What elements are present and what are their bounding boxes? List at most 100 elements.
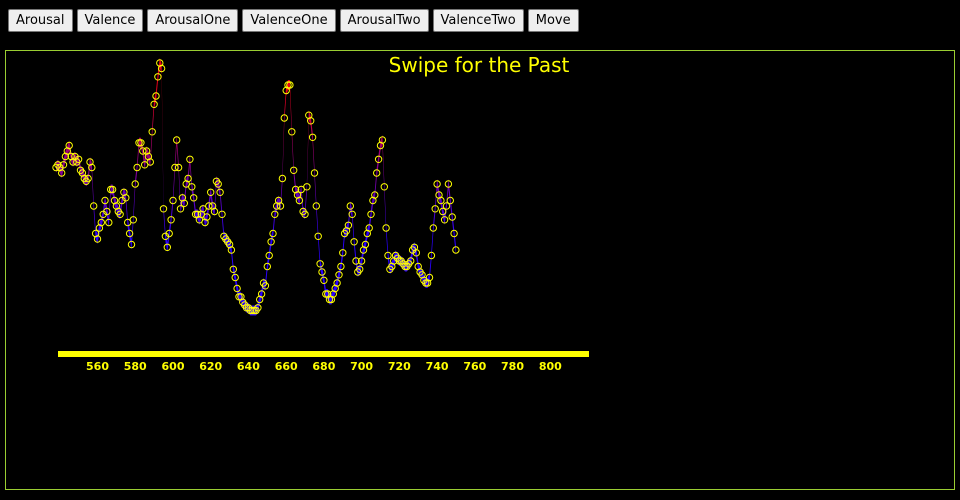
x-tick-label: 580 <box>124 360 147 373</box>
arousal-two-button[interactable]: ArousalTwo <box>339 9 429 32</box>
data-point <box>216 188 224 197</box>
data-point <box>290 166 298 175</box>
data-point <box>286 81 294 89</box>
data-point <box>139 147 147 155</box>
arousal-one-button[interactable]: ArousalOne <box>147 9 239 32</box>
chart-svg[interactable]: Swipe for the Past 560 580 600 620 640 660 680… <box>6 51 954 489</box>
data-point <box>59 161 68 169</box>
data-point <box>382 224 390 232</box>
data-point <box>437 196 445 205</box>
data-point <box>103 207 111 216</box>
data-point <box>231 273 239 282</box>
x-tick-label: 760 <box>463 360 486 373</box>
data-point <box>218 210 226 219</box>
data-point <box>135 139 143 147</box>
data-point <box>335 271 343 279</box>
data-point <box>373 169 381 177</box>
data-point <box>233 284 241 293</box>
data-point <box>84 174 92 183</box>
valence-button[interactable]: Valence <box>76 9 144 32</box>
data-point <box>265 251 273 260</box>
data-point <box>65 141 73 150</box>
data-point <box>278 174 287 183</box>
data-point <box>361 240 370 249</box>
valence-two-button[interactable]: ValenceTwo <box>432 9 524 32</box>
data-point <box>146 158 155 166</box>
data-point <box>229 265 238 274</box>
data-point <box>174 163 183 172</box>
x-tick-label: 620 <box>199 360 222 373</box>
data-point <box>152 92 160 100</box>
data-point <box>288 128 296 136</box>
data-point <box>105 218 113 227</box>
data-point <box>307 117 315 125</box>
arousal-button[interactable]: Arousal <box>8 9 73 32</box>
data-point <box>450 229 458 238</box>
data-point <box>214 180 222 188</box>
area-layer <box>56 58 456 316</box>
x-tick-label: 740 <box>426 360 449 373</box>
data-point <box>163 243 172 252</box>
data-point <box>88 163 96 172</box>
data-point <box>93 235 102 243</box>
data-point <box>107 185 115 194</box>
x-tick-label: 700 <box>350 360 373 373</box>
x-tick-label: 640 <box>237 360 260 373</box>
series-band <box>56 58 456 316</box>
data-point <box>125 229 134 238</box>
data-point <box>190 194 198 202</box>
data-point <box>314 232 322 241</box>
x-axis-bar <box>58 351 589 357</box>
data-point <box>276 202 285 210</box>
data-point <box>269 229 277 238</box>
data-point <box>303 183 311 191</box>
data-point <box>58 169 66 177</box>
data-point <box>199 205 207 213</box>
data-point <box>446 196 454 205</box>
data-point <box>154 73 162 81</box>
data-point <box>131 180 139 188</box>
data-point <box>318 268 326 276</box>
data-point <box>186 155 194 164</box>
data-point <box>148 128 156 136</box>
data-point <box>150 100 158 108</box>
data-point <box>333 279 341 287</box>
data-point <box>116 210 124 219</box>
data-point <box>442 202 451 210</box>
valence-one-button[interactable]: ValenceOne <box>242 9 336 32</box>
data-point <box>452 246 460 254</box>
data-point <box>227 246 236 254</box>
x-tick-label: 680 <box>312 360 335 373</box>
data-point <box>267 238 275 246</box>
data-point <box>205 202 213 210</box>
data-point <box>378 136 387 144</box>
data-point <box>407 257 415 265</box>
data-point <box>271 210 279 219</box>
move-button[interactable]: Move <box>527 9 579 32</box>
x-tick-label: 560 <box>86 360 109 373</box>
chart-title: Swipe for the Past <box>389 53 570 77</box>
data-point <box>352 257 360 265</box>
x-tick-label: 600 <box>162 360 185 373</box>
data-point <box>188 183 196 191</box>
data-point <box>346 202 354 210</box>
x-tick-label: 800 <box>539 360 562 373</box>
data-point <box>425 273 434 282</box>
data-point <box>384 251 392 260</box>
data-point <box>312 202 320 210</box>
data-point <box>310 169 319 177</box>
data-point <box>157 64 166 73</box>
data-point <box>127 240 136 249</box>
data-point <box>316 260 324 268</box>
data-point <box>184 174 192 183</box>
chart-panel[interactable]: Swipe for the Past 560 580 600 620 640 660 680… <box>5 50 955 490</box>
data-point <box>171 163 179 172</box>
data-point <box>191 210 200 219</box>
data-point <box>348 210 356 219</box>
data-point <box>429 224 437 232</box>
data-point <box>129 216 138 224</box>
data-point <box>257 290 266 298</box>
data-point <box>380 183 388 191</box>
x-axis: 560 580 600 620 640 660 680 700 720 740 760 780 800 <box>58 351 589 373</box>
data-point <box>308 133 317 142</box>
